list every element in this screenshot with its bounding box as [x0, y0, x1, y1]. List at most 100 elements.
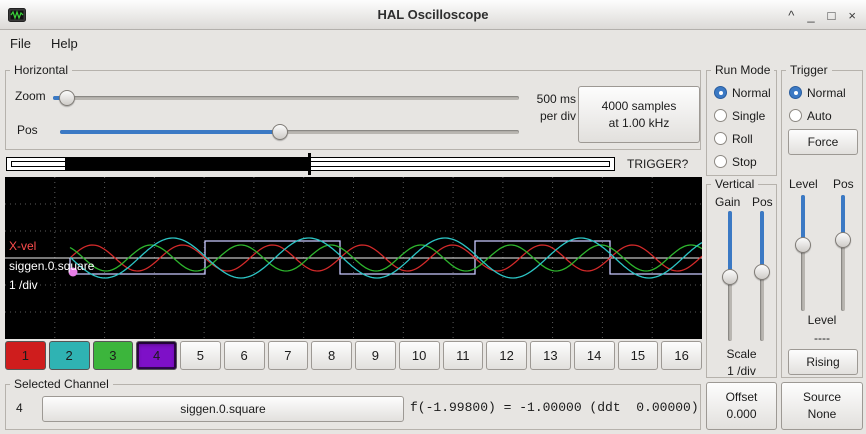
runmode-roll-radio[interactable]: Roll: [714, 131, 753, 146]
runmode-normal-radio[interactable]: Normal: [714, 85, 771, 100]
title-bar: HAL Oscilloscope ^ _ □ ×: [0, 0, 866, 30]
radio-label: Single: [732, 108, 766, 123]
scope-signal-label: siggen.0.square: [9, 259, 95, 273]
channel-button-2[interactable]: 2: [48, 341, 90, 370]
trigger-level-header: Level: [789, 177, 818, 191]
menu-bar: File Help: [0, 31, 866, 57]
radio-icon: [714, 86, 727, 99]
edge-button[interactable]: Rising: [788, 349, 858, 375]
trigger-level-slider-knob[interactable]: [795, 236, 811, 253]
record-position-bar[interactable]: [5, 153, 618, 175]
channel-button-8[interactable]: 8: [311, 341, 352, 370]
trigger-group: Trigger Normal Auto Force Level Pos Leve…: [781, 63, 863, 378]
radio-icon: [714, 155, 727, 168]
radio-icon: [789, 86, 802, 99]
pos-label: Pos: [17, 123, 38, 137]
selected-channel-title: Selected Channel: [10, 377, 113, 391]
trigger-title: Trigger: [786, 63, 832, 77]
channel-button-3[interactable]: 3: [92, 341, 134, 370]
channel-button-16[interactable]: 16: [661, 341, 702, 370]
radio-label: Roll: [732, 131, 753, 146]
zoom-slider-knob[interactable]: [58, 90, 75, 106]
radio-label: Normal: [807, 85, 846, 100]
selected-channel-name-button[interactable]: siggen.0.square: [42, 396, 404, 422]
trigger-pos-slider-track: [841, 195, 845, 311]
trigger-pos-slider-knob[interactable]: [835, 232, 851, 249]
channel-button-11[interactable]: 11: [442, 341, 484, 370]
channel-button-15[interactable]: 15: [617, 341, 659, 370]
selected-channel-group: Selected Channel 4 siggen.0.square f(-1.…: [5, 377, 701, 430]
menu-help[interactable]: Help: [50, 36, 78, 51]
scope-channel-label: X-vel: [9, 239, 37, 253]
channel-button-9[interactable]: 9: [355, 341, 396, 370]
vertical-pos-slider[interactable]: [754, 211, 770, 341]
channel-button-13[interactable]: 13: [530, 341, 571, 370]
channel-button-6[interactable]: 6: [223, 341, 265, 370]
channel-button-row: 1 2 3 4 5 6 7 8 9 10 11 12 13 14 15 16: [5, 341, 702, 370]
trigger-source-button[interactable]: Source None: [781, 382, 863, 430]
minimize-button[interactable]: _: [807, 7, 815, 23]
vertical-pos-header: Pos: [752, 195, 773, 209]
force-button[interactable]: Force: [788, 129, 858, 155]
trigger-pos-slider[interactable]: [835, 195, 851, 311]
trigger-pos-header: Pos: [833, 177, 854, 191]
gain-slider-knob[interactable]: [722, 269, 738, 286]
scope-scale-label: 1 /div: [9, 278, 38, 292]
offset-button[interactable]: Offset 0.000: [706, 382, 777, 430]
channel-button-14[interactable]: 14: [573, 341, 615, 370]
menu-file[interactable]: File: [10, 36, 31, 51]
channel-button-7[interactable]: 7: [267, 341, 309, 370]
vertical-title: Vertical: [711, 177, 759, 191]
selected-channel-value: f(-1.99800) = -1.00000 (ddt 0.00000): [410, 400, 699, 415]
trigger-auto-radio[interactable]: Auto: [789, 108, 832, 123]
trigger-level-slider[interactable]: [795, 195, 811, 311]
scale-label: Scale: [726, 347, 757, 361]
scale-value: 1 /div: [727, 364, 756, 378]
vertical-gain-slider[interactable]: [722, 211, 738, 341]
vertical-group: Vertical Gain Pos Scale 1 /div: [706, 177, 777, 378]
radio-label: Normal: [732, 85, 771, 100]
zoom-slider[interactable]: [53, 90, 519, 106]
radio-label: Auto: [807, 108, 832, 123]
horizontal-group: Horizontal Zoom Pos 500 ms per div 4000 …: [5, 63, 701, 150]
horizontal-group-title: Horizontal: [10, 63, 73, 77]
pos-slider-track: [60, 130, 519, 134]
radio-icon: [789, 109, 802, 122]
samples-button[interactable]: 4000 samples at 1.00 kHz: [578, 86, 700, 143]
timebase-readout: 500 ms per div: [536, 92, 576, 123]
vertical-pos-slider-knob[interactable]: [754, 264, 770, 281]
channel-button-1[interactable]: 1: [5, 341, 46, 370]
channel-button-12[interactable]: 12: [486, 341, 527, 370]
trigger-normal-radio[interactable]: Normal: [789, 85, 846, 100]
selected-channel-number: 4: [16, 401, 23, 415]
trigger-level-value: ----: [814, 331, 830, 345]
trigger-position-marker: [308, 153, 311, 175]
pos-slider-knob[interactable]: [272, 124, 289, 140]
trigger-question-label: TRIGGER?: [627, 157, 689, 171]
channel-button-4[interactable]: 4: [136, 341, 177, 370]
waveform-plot: [5, 177, 702, 339]
trigger-level-label: Level: [807, 313, 837, 327]
runmode-stop-radio[interactable]: Stop: [714, 154, 757, 169]
radio-icon: [714, 132, 727, 145]
radio-icon: [714, 109, 727, 122]
window-title: HAL Oscilloscope: [377, 7, 489, 22]
channel-button-5[interactable]: 5: [180, 341, 221, 370]
gain-header: Gain: [715, 195, 741, 209]
runmode-single-radio[interactable]: Single: [714, 108, 765, 123]
maximize-button[interactable]: □: [827, 7, 836, 23]
pos-slider[interactable]: [60, 124, 519, 140]
shade-button[interactable]: ^: [788, 7, 795, 23]
zoom-label: Zoom: [15, 89, 46, 103]
radio-label: Stop: [732, 154, 757, 169]
zoom-slider-track: [53, 96, 519, 100]
record-bar-fill: [65, 157, 311, 171]
app-icon: [8, 8, 26, 22]
scope-display[interactable]: X-vel siggen.0.square 1 /div: [5, 177, 702, 339]
channel-button-10[interactable]: 10: [398, 341, 440, 370]
trigger-level-slider-track: [801, 195, 805, 311]
run-mode-group: Run Mode Normal Single Roll Stop: [706, 63, 777, 176]
close-button[interactable]: ×: [848, 7, 856, 23]
run-mode-title: Run Mode: [711, 63, 775, 77]
